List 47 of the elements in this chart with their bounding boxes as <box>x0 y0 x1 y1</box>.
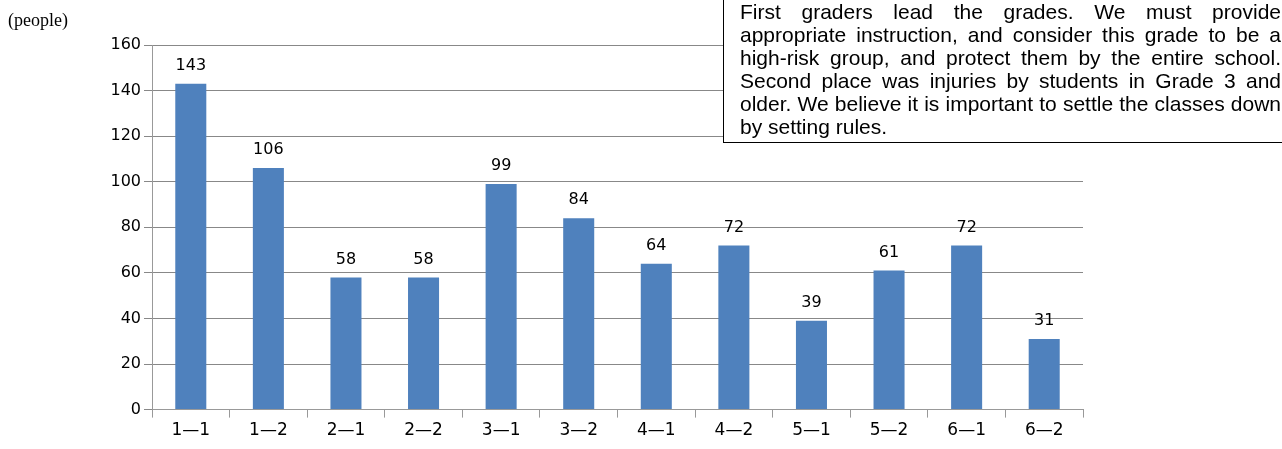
x-tick-label: 1—1 <box>171 419 211 440</box>
y-tick-label: 120 <box>110 125 141 145</box>
y-tick-label: 60 <box>120 262 141 282</box>
y-tick-label: 20 <box>120 353 141 373</box>
data-label: 72 <box>956 216 977 236</box>
bar <box>795 320 827 410</box>
annotation: First graders lead the grades. We must provide appropriate instruction, and consider this grade to be a high-risk group, and protect them by the entire school. Second place was injuries by students in Grade 3 and older. We believe it is important to settle the classes down by setting rules. <box>723 0 1282 143</box>
data-label: 99 <box>490 155 512 175</box>
x-tick-label: 5—2 <box>869 419 909 440</box>
bar <box>485 184 517 410</box>
x-tick-label: 4—2 <box>714 419 754 440</box>
bar <box>408 277 440 410</box>
x-tick-label: 2—2 <box>404 419 443 440</box>
data-label: 72 <box>723 216 745 236</box>
data-label: 39 <box>801 291 822 311</box>
x-tick-label: 4—1 <box>636 419 676 440</box>
bar <box>563 218 595 410</box>
y-tick-label: 140 <box>110 79 141 99</box>
x-tick-label: 3—2 <box>559 419 599 440</box>
y-tick-label: 100 <box>110 170 141 190</box>
data-label: 61 <box>878 241 900 261</box>
data-label: 58 <box>413 248 434 268</box>
bar <box>873 270 905 410</box>
y-tick-label: 0 <box>130 398 141 418</box>
x-tick-label: 5—1 <box>792 419 831 440</box>
bar <box>1028 338 1060 410</box>
data-label: 58 <box>335 248 357 268</box>
data-label: 84 <box>568 189 589 209</box>
y-axis-title: (people) <box>8 10 68 31</box>
bar <box>175 83 207 410</box>
x-tick-label: 2—1 <box>326 419 366 440</box>
x-tick-label: 3—1 <box>481 419 521 440</box>
bar <box>330 277 362 410</box>
y-tick-label: 40 <box>120 307 141 327</box>
bar <box>718 245 750 410</box>
bar <box>252 168 284 410</box>
x-tick-label: 1—2 <box>249 419 288 440</box>
data-label: 106 <box>253 139 284 159</box>
bar <box>640 263 672 410</box>
y-tick-label: 80 <box>120 216 141 236</box>
x-tick-label: 6—1 <box>947 419 986 440</box>
x-tick-label: 6—2 <box>1024 419 1064 440</box>
bar <box>951 245 983 410</box>
data-label: 143 <box>175 54 207 74</box>
data-label: 31 <box>1034 310 1055 330</box>
data-label: 64 <box>646 234 667 254</box>
y-tick-label: 160 <box>110 34 141 54</box>
